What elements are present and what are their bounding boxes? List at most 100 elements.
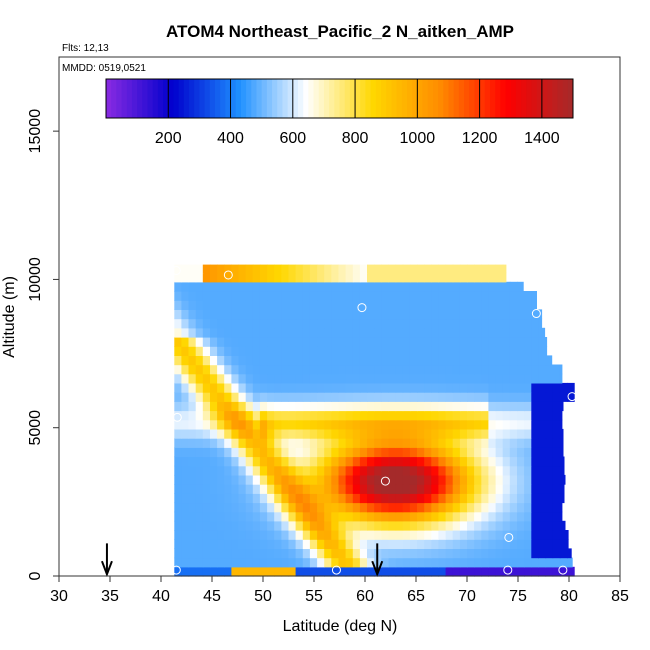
heatmap-cell — [238, 548, 247, 559]
heatmap-cell — [502, 327, 511, 338]
heatmap-cell — [259, 281, 268, 292]
heatmap-cell — [281, 401, 290, 412]
heatmap-cell — [509, 493, 518, 504]
heatmap-cell — [331, 410, 339, 421]
heatmap-cell — [174, 530, 182, 540]
heatmap-cell — [352, 474, 361, 485]
heatmap-cell — [545, 456, 554, 467]
heatmap-cell — [438, 566, 447, 577]
colorbar-swatch — [329, 79, 335, 118]
heatmap-cell — [367, 309, 375, 320]
heatmap-cell — [281, 447, 290, 458]
heatmap-cell — [445, 530, 454, 540]
heatmap-cell — [352, 530, 361, 540]
heatmap-cell — [402, 447, 411, 458]
heatmap-cell — [181, 465, 190, 476]
heatmap-cell — [402, 520, 411, 531]
heatmap-cell — [309, 392, 318, 402]
heatmap-cell — [431, 373, 439, 384]
heatmap-cell — [402, 410, 411, 421]
x-tick-label: 50 — [254, 588, 272, 605]
heatmap-cell — [367, 566, 375, 577]
heatmap-cell — [538, 456, 547, 467]
heatmap-cell — [267, 382, 275, 393]
heatmap-cell — [309, 318, 318, 329]
heatmap-cell — [331, 272, 339, 283]
heatmap-cell — [295, 484, 304, 494]
heatmap-cell — [231, 309, 240, 320]
heatmap-cell — [224, 281, 232, 292]
heatmap-cell — [388, 438, 397, 448]
heatmap-cell — [524, 530, 532, 540]
heatmap-cell — [281, 291, 290, 301]
heatmap-cell — [317, 401, 325, 412]
heatmap-cell — [502, 438, 511, 448]
heatmap-cell — [509, 309, 518, 320]
heatmap-cell — [367, 502, 375, 513]
heatmap-cell — [224, 428, 232, 439]
heatmap-cell — [524, 502, 532, 513]
heatmap-cell — [531, 438, 539, 448]
heatmap-cell — [452, 401, 461, 412]
heatmap-cell — [188, 438, 197, 448]
heatmap-cell — [438, 465, 447, 476]
heatmap-cell — [424, 281, 432, 292]
heatmap-cell — [552, 373, 561, 384]
heatmap-cell — [309, 382, 318, 393]
heatmap-cell — [481, 291, 489, 301]
heatmap-cell — [431, 502, 439, 513]
heatmap-cell — [224, 465, 232, 476]
heatmap-cell — [509, 530, 518, 540]
heatmap-cell — [524, 557, 532, 568]
heatmap-cell — [210, 520, 218, 531]
heatmap-cell — [438, 530, 447, 540]
heatmap-cell — [509, 419, 518, 430]
colorbar-swatch — [168, 79, 174, 118]
heatmap-cell — [210, 566, 218, 577]
heatmap-cell — [452, 530, 461, 540]
colorbar-tick-label: 1200 — [462, 130, 498, 147]
heatmap-cell — [474, 548, 482, 559]
heatmap-cell — [531, 548, 539, 559]
heatmap-cell — [231, 281, 240, 292]
heatmap-cell — [217, 382, 225, 393]
heatmap-cell — [188, 327, 197, 338]
heatmap-cell — [217, 566, 225, 577]
heatmap-cell — [252, 520, 261, 531]
heatmap-cell — [388, 419, 397, 430]
sample-point — [172, 412, 182, 422]
heatmap-cell — [181, 309, 190, 320]
heatmap-cell — [195, 502, 204, 513]
heatmap-cell — [259, 346, 268, 356]
heatmap-cell — [309, 428, 318, 439]
heatmap-cell — [295, 447, 304, 458]
heatmap-cell — [324, 281, 332, 292]
heatmap-cell — [309, 465, 318, 476]
heatmap-cell — [331, 382, 339, 393]
heatmap-cell — [302, 438, 311, 448]
heatmap-cell — [388, 300, 397, 310]
heatmap-cell — [367, 327, 375, 338]
heatmap-cell — [559, 530, 568, 540]
heatmap-cell — [559, 484, 565, 494]
heatmap-cell — [359, 566, 368, 577]
heatmap-cell — [188, 410, 197, 421]
heatmap-cell — [359, 557, 368, 568]
heatmap-cell — [552, 364, 561, 375]
heatmap-cell — [488, 364, 497, 375]
heatmap-cell — [431, 281, 439, 292]
heatmap-cell — [374, 309, 382, 320]
heatmap-cell — [417, 465, 425, 476]
heatmap-cell — [509, 484, 518, 494]
heatmap-cell — [381, 530, 389, 540]
heatmap-cell — [467, 300, 475, 310]
heatmap-cell — [202, 410, 211, 421]
heatmap-cell — [202, 318, 211, 329]
heatmap-cell — [274, 364, 282, 375]
heatmap-cell — [445, 447, 454, 458]
heatmap-cell — [352, 346, 361, 356]
y-tick-label: 5000 — [27, 410, 44, 446]
heatmap-cell — [302, 511, 311, 522]
heatmap-cell — [331, 539, 339, 549]
heatmap-cell — [431, 327, 439, 338]
